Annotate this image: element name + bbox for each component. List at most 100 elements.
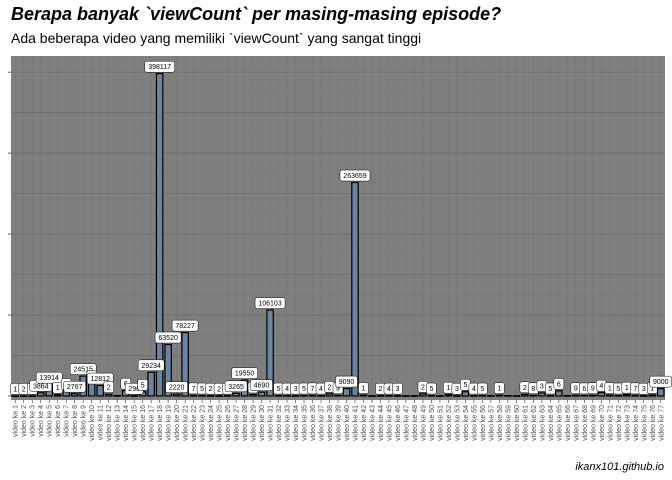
- data-label: 3265: [228, 384, 244, 391]
- x-tick-label: video ke 73: [624, 405, 631, 441]
- x-tick-label: video ke 38: [327, 405, 334, 441]
- data-label: 12812: [90, 376, 110, 383]
- x-tick-label: video ke 77: [658, 405, 665, 441]
- x-tick-label: video ke 76: [650, 405, 657, 441]
- x-tick-label: video ke 37: [319, 405, 326, 441]
- data-label: 296: [128, 386, 140, 393]
- data-label-box: [137, 379, 148, 391]
- chart-subtitle: Ada beberapa video yang memiliki `viewCo…: [11, 30, 422, 46]
- bar: [487, 395, 495, 397]
- data-label: 13914: [39, 375, 59, 382]
- bar: [555, 390, 563, 397]
- data-label: 106103: [258, 301, 281, 308]
- x-tick-label: video ke 18: [157, 405, 164, 441]
- data-label-box: [154, 331, 182, 344]
- data-label-box: [231, 367, 258, 379]
- bar: [656, 388, 665, 397]
- data-label-box: [165, 381, 188, 393]
- x-tick-label: video ke 64: [548, 405, 555, 441]
- x-tick-label: video ke 44: [378, 405, 385, 441]
- bar: [606, 394, 614, 397]
- data-label: 1: [608, 386, 612, 393]
- bar: [257, 391, 266, 397]
- x-tick-label: video ke 27: [234, 405, 241, 441]
- data-label: 1: [56, 385, 60, 392]
- x-tick-label: video ke 9: [81, 405, 88, 437]
- data-label: 9: [574, 386, 578, 393]
- x-tick-label: video ke 22: [191, 405, 198, 441]
- x-tick-label: video ke 4: [38, 405, 45, 437]
- data-label: 4690: [254, 383, 270, 390]
- data-label-box: [137, 359, 165, 372]
- bar: [461, 391, 470, 397]
- bar: [597, 392, 606, 397]
- bar: [36, 392, 45, 397]
- data-label-box: [494, 382, 505, 394]
- x-tick-label: video ke 3: [30, 405, 37, 437]
- x-tick-label: video ke 60: [514, 405, 521, 441]
- data-label: 3: [455, 386, 459, 393]
- bar: [206, 395, 215, 397]
- data-label-box: [250, 379, 273, 391]
- data-label-box: [392, 382, 403, 395]
- bar: [470, 395, 478, 397]
- data-label: 398117: [148, 64, 171, 71]
- bar: [96, 384, 104, 397]
- data-label: 5: [548, 386, 552, 393]
- data-label-box: [224, 380, 248, 393]
- x-tick-label: video ke 45: [386, 405, 393, 441]
- data-label-box: [171, 319, 199, 332]
- data-label: 4: [319, 386, 323, 393]
- x-tick-label: video ke 48: [412, 405, 419, 441]
- bar: [639, 395, 648, 397]
- data-label: 2: [107, 385, 111, 392]
- data-label-box: [339, 169, 371, 182]
- bar: [198, 394, 206, 397]
- x-tick-label: video ke 36: [310, 405, 317, 441]
- data-label: 5: [429, 386, 433, 393]
- x-tick-label: video ke 32: [276, 405, 283, 441]
- data-label: 5: [616, 386, 620, 393]
- bar: [402, 395, 410, 397]
- x-tick-label: video ke 6: [55, 405, 62, 437]
- x-tick-label: video ke 42: [361, 405, 368, 441]
- bar: [631, 394, 640, 397]
- x-tick-label: video ke 30: [259, 405, 266, 441]
- bar: [648, 394, 657, 397]
- bar: [164, 343, 172, 397]
- x-tick-label: video ke 39: [336, 405, 343, 441]
- data-label: 3864: [33, 383, 49, 390]
- x-tick-label: video ke 40: [344, 405, 351, 441]
- data-label-box: [553, 378, 565, 390]
- x-tick-label: video ke 66: [565, 405, 572, 441]
- x-tick-label: video ke 11: [98, 405, 105, 440]
- bar: [563, 395, 572, 397]
- bar: [291, 395, 300, 397]
- data-label: 9000: [653, 379, 669, 386]
- bar: [580, 394, 589, 397]
- data-label: 29234: [141, 363, 161, 370]
- bar: [410, 395, 419, 397]
- x-tick-label: video ke 50: [429, 405, 436, 441]
- data-label: 7: [633, 386, 637, 393]
- data-label: 19550: [235, 371, 255, 378]
- x-tick-label: video ke 13: [115, 405, 122, 441]
- data-label: 1: [650, 385, 654, 392]
- bar: [351, 181, 359, 397]
- bar: [19, 395, 28, 398]
- bar: [478, 394, 487, 397]
- x-tick-label: video ke 75: [641, 405, 648, 441]
- x-tick-label: video ke 1: [13, 405, 20, 437]
- data-label: 5: [141, 382, 145, 389]
- x-tick-label: video ke 14: [123, 405, 130, 441]
- data-label: 6: [582, 386, 586, 393]
- bar: [572, 394, 580, 397]
- bar: [300, 394, 308, 397]
- bar: [215, 395, 223, 397]
- x-tick-label: video ke 23: [200, 405, 207, 441]
- x-tick-label: video ke 29: [251, 405, 258, 441]
- bar: [274, 394, 283, 397]
- data-label: 3: [396, 386, 400, 393]
- x-tick-label: video ke 53: [454, 405, 461, 441]
- bar: [444, 394, 453, 397]
